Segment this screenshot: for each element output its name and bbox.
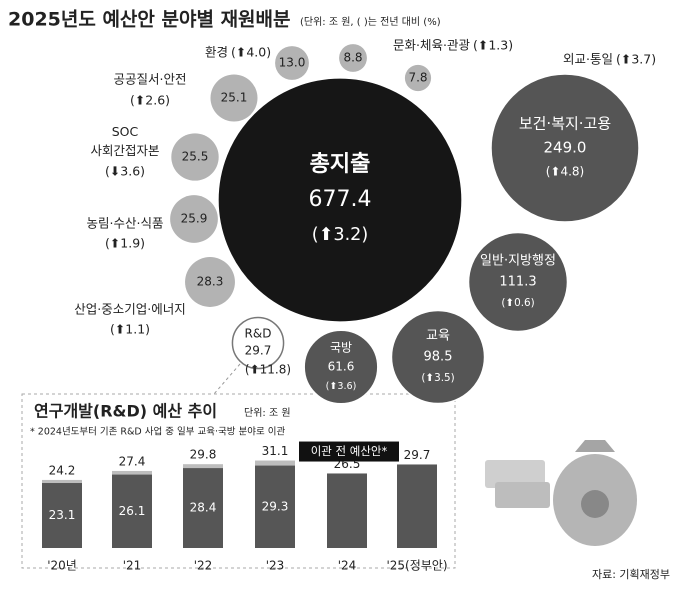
bubble-value: 111.3	[499, 275, 536, 290]
bubble	[303, 329, 379, 405]
bar-total-label: 29.8	[190, 448, 217, 462]
bubble-name: 국방	[330, 340, 352, 354]
bubble-change: (⬆11.8)	[245, 363, 291, 377]
bubble-name: 외교·통일	[563, 52, 613, 67]
bubble-change: (⬆1.9)	[105, 236, 145, 251]
bubble-name: 농림·수산·식품	[87, 216, 164, 231]
callout-box	[299, 441, 399, 462]
bubble	[170, 195, 218, 243]
money-illustration	[485, 440, 637, 546]
bubble-change: (⬆4.8)	[546, 165, 585, 179]
bubble-name: 총지출	[310, 152, 371, 177]
bubble-value: 25.9	[181, 212, 208, 226]
bubble-change: (⬆3.2)	[312, 225, 368, 245]
bar-unit: 단위: 조 원	[244, 406, 291, 419]
bubble-name: 보건·복지·고용	[519, 115, 611, 133]
bubble-name: 문화·체육·관광	[393, 38, 470, 53]
bar	[183, 468, 223, 548]
bubble-change: (⬆2.6)	[130, 93, 170, 108]
bubble	[339, 44, 367, 72]
bar-title: 연구개발(R&D) 예산 추이	[34, 402, 217, 421]
bubble-value: 29.7	[245, 344, 272, 358]
bubble-name: SOC 사회간접자본	[90, 124, 159, 158]
bar-value-label: 29.7	[404, 448, 431, 462]
bubble-name: 공공질서·안전	[114, 72, 187, 87]
bubble	[390, 309, 486, 405]
bubble-change: (⬇3.6)	[105, 164, 145, 179]
title: 2025년도 예산안 분야별 재원배분	[8, 9, 291, 31]
bar-total-label: 24.2	[49, 463, 76, 477]
bubble-value: 61.6	[328, 360, 355, 374]
x-tick-label: '23	[266, 559, 285, 573]
bar	[327, 473, 367, 548]
bill-stack	[495, 482, 550, 508]
bubble-value: 249.0	[544, 139, 587, 157]
bubble-value: 7.8	[408, 71, 427, 85]
bar-total-label: 31.1	[262, 444, 289, 458]
bubble-value: 98.5	[424, 350, 453, 365]
bar-value-label: 29.3	[262, 499, 289, 513]
panel-border	[21, 393, 456, 569]
bubble-change: (⬆3.6)	[326, 381, 357, 392]
money-bag-neck	[575, 440, 615, 452]
x-tick-label: '22	[194, 559, 213, 573]
bubble-change: (⬆1.1)	[110, 322, 150, 337]
x-tick-label: '24	[338, 559, 357, 573]
bar	[42, 483, 82, 548]
bubble-value: 677.4	[309, 187, 372, 212]
bar-value-label: 26.1	[119, 504, 146, 518]
bubble	[490, 73, 640, 223]
bubble	[210, 74, 258, 122]
x-tick-label: '20년	[47, 559, 77, 573]
bubble-value: 28.3	[197, 275, 224, 289]
bar-value-label: 23.1	[49, 508, 76, 522]
name-line: SOC	[112, 124, 139, 139]
bubble	[404, 64, 432, 92]
bubble-value: 25.5	[182, 150, 209, 164]
bubble-name: 교육	[426, 329, 450, 344]
name-line: 사회간접자본	[90, 143, 159, 158]
bubble	[275, 46, 309, 80]
bubble-change: (⬆3.7)	[616, 52, 656, 67]
bill-stack	[485, 460, 545, 488]
subtitle: (단위: 조 원, ( )는 전년 대비 (%)	[300, 15, 441, 28]
bubble	[171, 133, 219, 181]
emblem	[581, 490, 609, 518]
bubble	[467, 231, 569, 333]
bar-note: * 2024년도부터 기존 R&D 사업 중 일부 교육·국방 분야로 이관	[30, 426, 286, 438]
source: 자료: 기획재정부	[592, 568, 670, 581]
bar-total-label: 27.4	[119, 454, 146, 468]
bubble-value: 13.0	[279, 56, 306, 70]
bubble-change: (⬆1.3)	[473, 38, 513, 53]
x-tick-label: '25(정부안)	[386, 559, 447, 573]
bar	[112, 474, 152, 548]
bubble-value: 8.8	[343, 51, 362, 65]
bubble	[185, 257, 235, 307]
bubble	[217, 77, 463, 323]
bar	[255, 465, 295, 548]
bubble-change: (⬆4.0)	[231, 45, 271, 60]
bubble-name: 산업·중소기업·에너지	[74, 302, 185, 317]
bubble-name: R&D	[245, 327, 272, 341]
bar-value-label: 28.4	[190, 501, 217, 515]
bar	[397, 464, 437, 548]
x-tick-label: '21	[123, 559, 142, 573]
bubble	[231, 316, 285, 370]
connector	[213, 363, 241, 395]
bubble-name: 일반·지방행정	[480, 253, 556, 269]
legend-callout: 이관 전 예산안*	[311, 444, 388, 458]
bubble-change: (⬆0.6)	[501, 297, 534, 309]
bubble-change: (⬆3.5)	[421, 372, 454, 384]
bubble-value: 25.1	[221, 91, 248, 105]
bubble-name: 환경	[205, 45, 228, 60]
